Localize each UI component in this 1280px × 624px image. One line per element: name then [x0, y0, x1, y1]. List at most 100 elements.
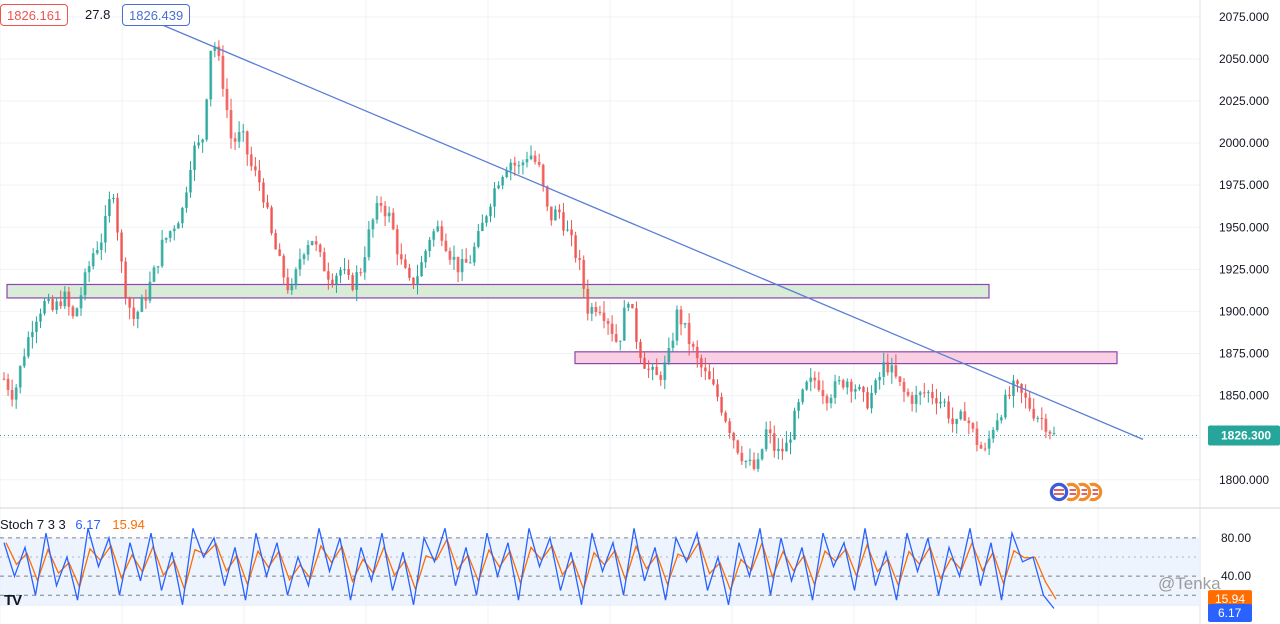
candle [675, 305, 679, 346]
candle [930, 383, 934, 405]
candle [983, 442, 987, 452]
candle [939, 392, 942, 409]
candle [424, 249, 428, 268]
change-value: 27.8 [85, 7, 111, 22]
candle [683, 322, 687, 329]
candle [95, 241, 99, 255]
candle [112, 194, 115, 204]
candle [213, 42, 217, 58]
candle [237, 121, 241, 149]
candle [870, 385, 873, 414]
candle [30, 320, 34, 349]
candle [866, 387, 869, 410]
candle [128, 296, 132, 320]
candle [440, 220, 444, 247]
candle [22, 348, 26, 368]
candle [667, 337, 671, 366]
candle [772, 425, 776, 458]
candle [91, 248, 95, 270]
candle [906, 388, 910, 398]
candle [120, 229, 123, 273]
candle [525, 151, 529, 168]
trendline[interactable] [162, 24, 1144, 440]
candle [270, 205, 273, 236]
stoch-k-value: 6.17 [75, 517, 101, 532]
candle [318, 243, 322, 258]
event-flags-icon[interactable] [1048, 481, 1104, 503]
candle [768, 420, 772, 444]
stoch-title: Stoch [0, 517, 34, 532]
tradingview-logo: TV [4, 592, 22, 609]
candle [375, 195, 379, 224]
candle [886, 353, 890, 376]
candle [574, 231, 578, 263]
current-price-label: 1826.300 [1208, 425, 1280, 446]
candle [744, 460, 748, 469]
candle [335, 272, 338, 294]
candle [14, 384, 18, 409]
watermark: @Tenka [1158, 574, 1221, 593]
candle [671, 332, 675, 352]
candle [43, 297, 46, 316]
candle [793, 407, 796, 441]
price-tick-label: 1800.000 [1219, 473, 1269, 487]
candle [610, 315, 614, 342]
candle [780, 438, 784, 460]
stoch-legend: Stoch 7 3 3 6.17 15.94 [0, 517, 145, 532]
candle [343, 258, 346, 275]
candle [286, 268, 290, 294]
candle [541, 163, 545, 192]
candle [87, 261, 91, 283]
candle [420, 255, 423, 277]
candle [1036, 415, 1040, 423]
candle [821, 380, 825, 405]
candle [355, 265, 359, 302]
candle [428, 236, 432, 258]
resistance-zone[interactable] [574, 351, 1118, 365]
candle [529, 145, 533, 161]
candle [740, 445, 744, 465]
candle [444, 233, 448, 253]
candle [935, 388, 938, 415]
candle [967, 417, 971, 435]
candle [493, 182, 496, 218]
candle [468, 255, 472, 264]
candle [955, 418, 959, 434]
candle [379, 196, 383, 213]
stoch-k-current-label: 6.17 [1208, 604, 1252, 622]
candle [103, 205, 107, 253]
candle [509, 159, 513, 181]
candle [132, 297, 136, 326]
candle [724, 410, 728, 424]
candle [505, 166, 509, 179]
candle [59, 290, 63, 310]
candle [1003, 389, 1007, 420]
candle [943, 398, 946, 407]
stoch-d-value: 15.94 [112, 517, 145, 532]
price-tick-label: 2000.000 [1219, 136, 1269, 150]
candle [947, 395, 950, 424]
price-tick-label: 1925.000 [1219, 262, 1269, 276]
price-tick-label: 1900.000 [1219, 304, 1269, 318]
candle [359, 268, 363, 277]
candle [253, 157, 257, 177]
support-zone[interactable] [6, 283, 990, 299]
candle [809, 368, 813, 392]
candle [217, 40, 221, 61]
candle [185, 186, 188, 213]
candle [314, 235, 318, 252]
candle [894, 354, 898, 379]
price-tick-label: 1975.000 [1219, 178, 1269, 192]
candle [991, 427, 995, 443]
candle [1040, 407, 1044, 431]
candle [412, 277, 415, 289]
candle [205, 98, 209, 142]
candle [262, 178, 265, 208]
candle [399, 243, 403, 265]
candle [853, 384, 857, 400]
candle [614, 324, 618, 343]
candle [914, 385, 918, 413]
candle [201, 138, 205, 153]
candle [347, 259, 350, 280]
